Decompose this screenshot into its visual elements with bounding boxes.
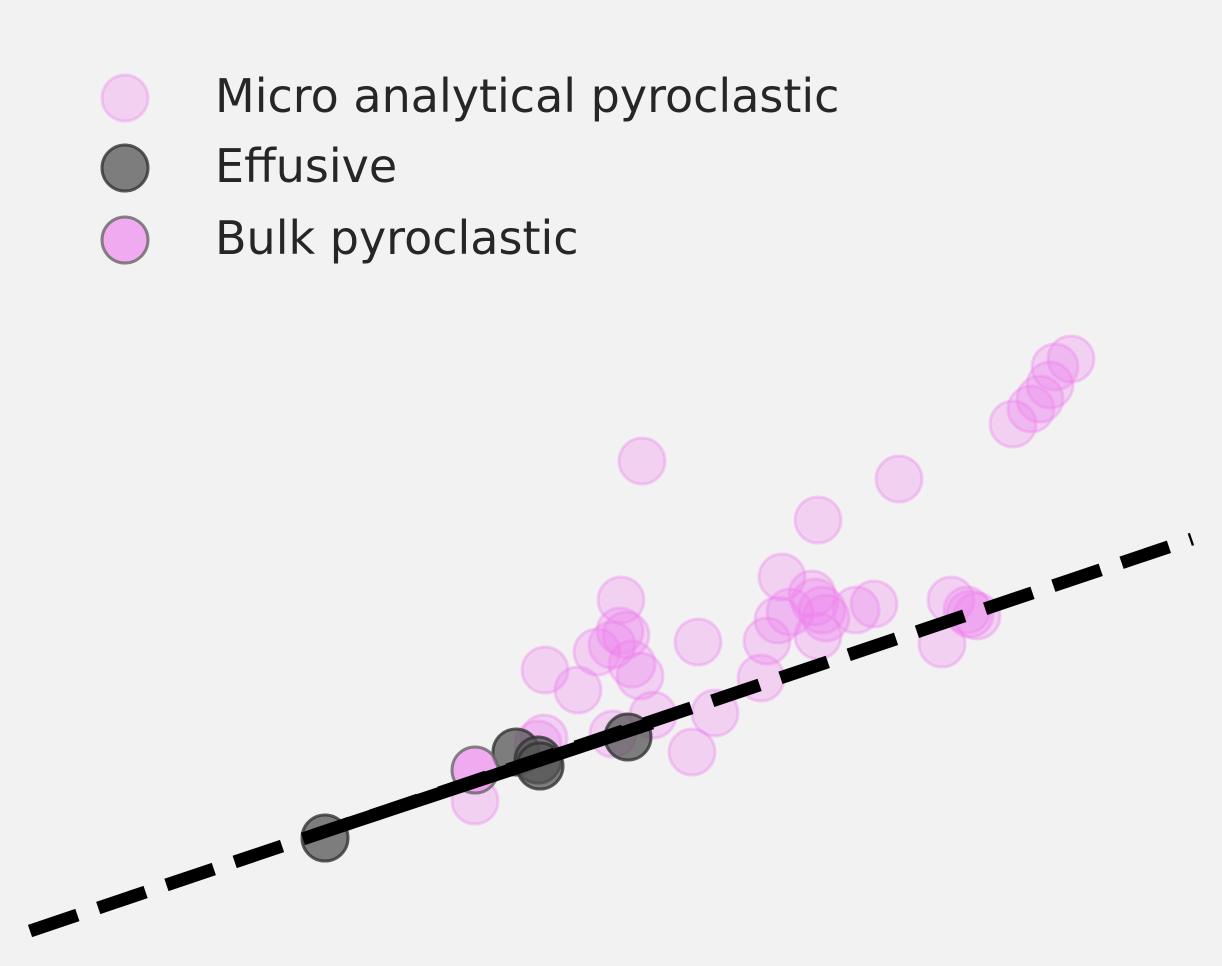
point-micro-4	[1030, 342, 1080, 392]
point-micro-3	[1046, 334, 1096, 384]
legend-item-micro: Micro analytical pyroclastic	[100, 69, 839, 123]
point-micro-18	[673, 617, 723, 667]
solid-trend-line	[311, 716, 655, 842]
point-micro-13	[587, 620, 637, 670]
point-micro-1	[874, 454, 924, 504]
legend-item-effusive: Effusive	[100, 139, 397, 193]
lines-layer	[27, 532, 1195, 938]
legend-item-bulk: Bulk pyroclastic	[100, 211, 579, 265]
legend-marker-micro	[100, 73, 150, 123]
point-micro-20	[787, 569, 837, 619]
legend-label-micro: Micro analytical pyroclastic	[215, 69, 839, 123]
legend-marker-bulk	[100, 215, 150, 265]
point-micro-9	[596, 575, 646, 625]
point-micro-11	[595, 606, 645, 656]
point-micro-23	[753, 595, 803, 645]
legend: Micro analytical pyroclastic Effusive Bu…	[100, 69, 839, 265]
point-micro-8	[988, 399, 1038, 449]
point-micro-14	[607, 639, 657, 689]
point-micro-10	[572, 627, 622, 677]
point-micro-15	[615, 651, 665, 701]
point-micro-6	[1015, 374, 1065, 424]
point-micro-25	[801, 593, 851, 643]
point-micro-19	[757, 552, 807, 602]
point-micro-2	[793, 495, 843, 545]
point-micro-16	[553, 665, 603, 715]
point-micro-27	[831, 585, 881, 635]
legend-label-bulk: Bulk pyroclastic	[215, 211, 579, 265]
point-micro-39	[945, 589, 995, 639]
legend-label-effusive: Effusive	[215, 139, 397, 193]
point-micro-32	[667, 727, 717, 777]
point-micro-5	[1025, 360, 1075, 410]
point-micro-12	[601, 610, 651, 660]
point-micro-28	[849, 579, 899, 629]
point-micro-24	[797, 585, 847, 635]
point-micro-22	[765, 587, 815, 637]
legend-marker-effusive	[100, 143, 150, 193]
point-micro-21	[790, 577, 840, 627]
point-micro-7	[1006, 384, 1056, 434]
point-micro-29	[742, 616, 792, 666]
point-micro-17	[520, 645, 570, 695]
point-micro-0	[617, 436, 667, 486]
